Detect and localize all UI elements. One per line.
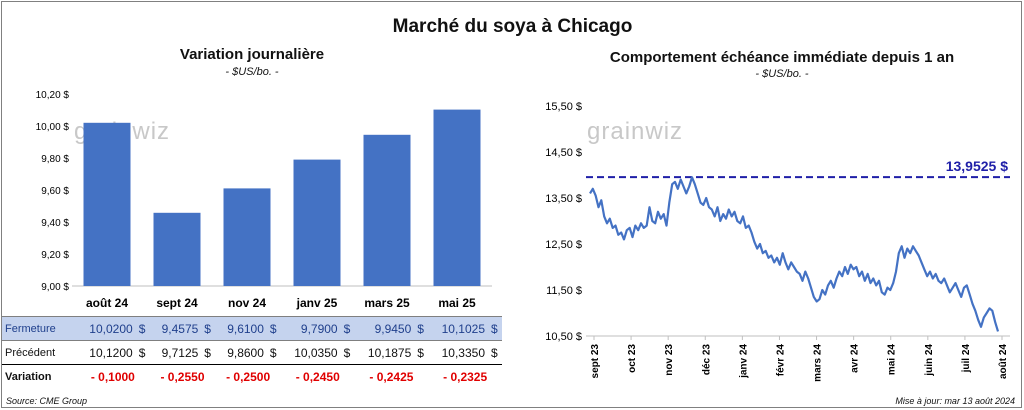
right-watermark-logo: grainwiz <box>587 118 684 145</box>
currency-symbol: $ <box>135 316 150 341</box>
x-tick-label: mai 24 <box>887 344 898 376</box>
reference-label: 13,9525 $ <box>946 158 1008 174</box>
y-tick-label: 10,20 $ <box>36 90 70 101</box>
bar <box>433 109 481 286</box>
x-tick-label: juil 24 <box>961 344 972 374</box>
right-chart-title: Comportement échéance immédiate depuis 1… <box>609 49 955 66</box>
table-cell: 10,3350 <box>428 340 488 365</box>
y-tick-label: 9,40 $ <box>41 218 69 229</box>
x-tick-label: nov 24 <box>228 296 266 310</box>
x-tick-label: oct 23 <box>627 344 638 373</box>
table-cell: 10,1025 <box>428 316 488 341</box>
table-cell: 10,1200 <box>76 340 136 365</box>
x-tick-label: janv 25 <box>296 296 338 310</box>
table-cell: 9,4575 <box>149 316 202 341</box>
currency-symbol: $ <box>340 340 355 365</box>
left-chart-unit: - $US/bo. - <box>225 66 279 78</box>
x-tick-label: déc 23 <box>701 344 712 376</box>
y-tick-label: 9,00 $ <box>41 282 69 293</box>
table-cell: - 0,2450 <box>295 369 340 384</box>
y-tick-label: 11,50 $ <box>546 285 582 297</box>
x-tick-label: janv 24 <box>738 344 749 379</box>
table-cell: - 0,2425 <box>369 369 414 384</box>
y-tick-label: 10,00 $ <box>36 122 70 133</box>
y-tick-label: 13,50 $ <box>545 193 582 205</box>
currency-symbol: $ <box>266 340 281 365</box>
table-cell: 9,6100 <box>215 316 267 341</box>
x-tick-label: août 24 <box>86 296 128 310</box>
x-tick-label: févr 24 <box>775 344 786 377</box>
y-tick-label: 14,50 $ <box>545 147 582 159</box>
price-series-line <box>589 176 1000 332</box>
row-label: Variation <box>5 370 52 383</box>
x-tick-label: avr 24 <box>850 344 861 373</box>
currency-symbol: $ <box>414 340 429 365</box>
table-row-variation: Variation - 0,1000 - 0,2550 - 0,2500 - 0… <box>2 365 502 389</box>
table-cell: - 0,2325 <box>443 369 488 384</box>
currency-symbol: $ <box>488 316 502 341</box>
currency-symbol: $ <box>340 316 355 341</box>
source-note: Source: CME Group <box>6 396 88 406</box>
x-tick-label: sept 24 <box>156 296 198 310</box>
y-tick-label: 15,50 $ <box>545 101 582 113</box>
table-cell: 9,9450 <box>354 316 415 341</box>
table-cell: - 0,1000 <box>90 369 135 384</box>
left-chart-title: Variation journalière <box>179 46 325 63</box>
y-tick-label: 9,80 $ <box>41 154 69 165</box>
table-row-close: Fermeture 10,0200 $ 9,4575 $ 9,6100 $ 9,790… <box>2 316 502 341</box>
x-tick-label: mars 25 <box>364 296 410 310</box>
bar-chart: 9,00 $ 9,20 $ 9,40 $ 9,60 $ 9,80 $ 10,00 $ 10,… <box>36 90 492 310</box>
table-cell: - 0,2550 <box>160 369 205 384</box>
table-cell: - 0,2500 <box>226 369 271 384</box>
currency-symbol: $ <box>135 340 150 365</box>
table-cell: 10,1875 <box>354 340 415 365</box>
table-cell: 9,8600 <box>215 340 267 365</box>
y-tick-label: 12,50 $ <box>545 239 582 251</box>
x-tick-label: sept 23 <box>590 344 601 379</box>
currency-symbol: $ <box>201 316 216 341</box>
y-tick-label: 9,20 $ <box>41 250 69 261</box>
bar <box>223 188 271 286</box>
row-label: Précédent <box>2 340 76 365</box>
table-row-previous: Précédent 10,1200 $ 9,7125 $ 9,8600 $ 10,03… <box>2 340 502 365</box>
x-tick-label: juin 24 <box>924 344 935 377</box>
table-cell: 10,0200 <box>76 316 136 341</box>
y-tick-label: 9,60 $ <box>41 186 69 197</box>
x-tick-label: nov 23 <box>664 344 675 376</box>
bar <box>153 212 201 286</box>
update-note: Mise à jour: mar 13 août 2024 <box>895 396 1015 406</box>
currency-symbol: $ <box>488 340 502 365</box>
currency-symbol: $ <box>266 316 281 341</box>
bar <box>83 122 131 286</box>
y-tick-label: 10,50 $ <box>545 331 582 343</box>
currency-symbol: $ <box>414 316 429 341</box>
line-chart: 10,50 $ 11,50 $ 12,50 $ 13,50 $ 14,50 $ 15,50… <box>545 101 1010 382</box>
row-label: Fermeture <box>2 316 76 341</box>
bar <box>293 159 341 286</box>
table-cell: 9,7900 <box>280 316 341 341</box>
currency-symbol: $ <box>201 340 216 365</box>
right-chart-unit: - $US/bo. - <box>755 68 809 80</box>
table-cell: 10,0350 <box>280 340 341 365</box>
bar <box>363 134 411 286</box>
data-table: Fermeture 10,0200 $ 9,4575 $ 9,6100 $ 9,790… <box>2 316 502 389</box>
table-cell: 9,7125 <box>149 340 202 365</box>
x-tick-label: mars 24 <box>813 344 824 382</box>
x-tick-label: mai 25 <box>438 296 476 310</box>
x-tick-label: août 24 <box>998 344 1009 379</box>
main-title: Marché du soya à Chicago <box>392 16 633 37</box>
